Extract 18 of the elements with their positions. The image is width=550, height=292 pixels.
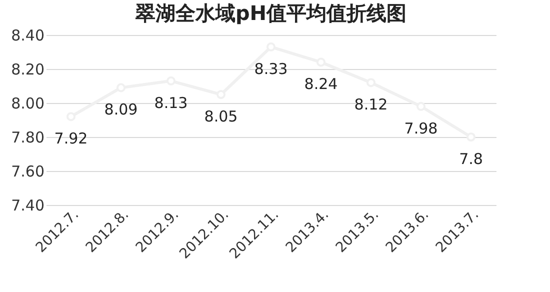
point [416,102,426,111]
chart-title: 翠湖全水域pH值平均值折线图 [134,1,407,25]
y-tick-label: 8.20 [11,60,44,78]
y-tick-label: 7.80 [11,128,44,146]
data-label: 8.33 [254,60,288,78]
y-tick-label: 8.00 [11,94,44,112]
data-label: 7.98 [404,119,438,138]
y-tick-label: 8.40 [11,26,44,44]
data-label: 8.24 [304,75,338,94]
data-label: 8.05 [204,108,238,126]
data-label: 7.8 [459,150,483,168]
data-label: 8.13 [154,94,188,112]
data-label: 7.92 [54,130,88,148]
point [466,132,476,142]
data-label: 8.09 [104,100,138,119]
data-label: 8.12 [354,96,388,114]
y-tick-label: 7.60 [11,162,44,180]
y-tick-label: 7.40 [11,196,44,214]
